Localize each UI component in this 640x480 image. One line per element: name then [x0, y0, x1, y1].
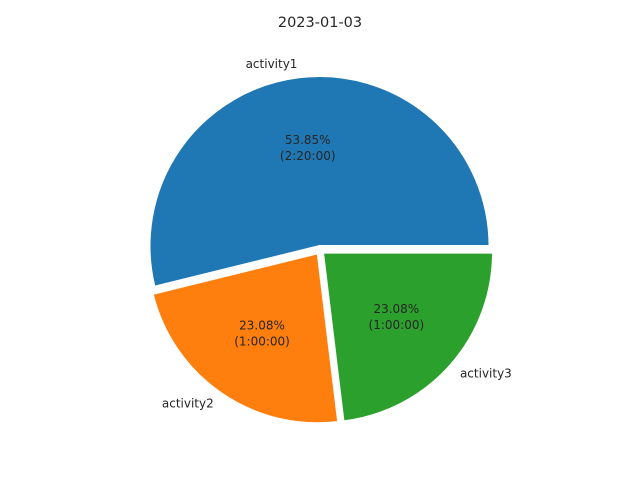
- slice-label-activity2: activity2: [162, 396, 214, 410]
- slice-percent-activity1: 53.85%: [285, 133, 331, 147]
- slice-duration-activity2: (1:00:00): [234, 334, 290, 348]
- pie-slices: [148, 75, 494, 425]
- slice-duration-activity1: (2:20:00): [280, 149, 336, 163]
- pie-slice-activity1: [148, 75, 491, 288]
- pie-slice-activity3: [321, 251, 494, 423]
- slice-duration-activity3: (1:00:00): [369, 318, 425, 332]
- chart-title: 2023-01-03: [278, 15, 362, 31]
- slice-percent-activity3: 23.08%: [373, 302, 419, 316]
- slice-percent-activity2: 23.08%: [239, 318, 285, 332]
- pie-labels: activity1 53.85% (2:20:00) activity2 23.08% (…: [162, 57, 512, 411]
- slice-label-activity3: activity3: [460, 367, 512, 381]
- slice-label-activity1: activity1: [246, 57, 298, 71]
- pie-slice-activity2: [151, 252, 340, 425]
